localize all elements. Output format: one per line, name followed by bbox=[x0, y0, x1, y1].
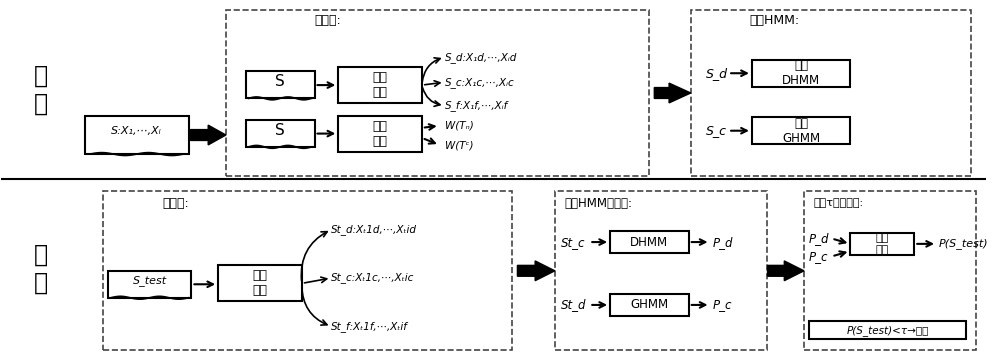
Text: 训练
GHMM: 训练 GHMM bbox=[782, 117, 820, 145]
Text: S_d: S_d bbox=[706, 67, 728, 80]
Bar bbox=[338, 115, 422, 152]
Text: S_f:X₁f,⋯,Xᵢf: S_f:X₁f,⋯,Xᵢf bbox=[445, 100, 508, 111]
Text: 数据
分类: 数据 分类 bbox=[252, 269, 267, 297]
Bar bbox=[338, 67, 422, 103]
Bar bbox=[103, 191, 512, 350]
Polygon shape bbox=[190, 125, 226, 145]
Bar bbox=[691, 10, 971, 176]
Text: W(Tₙ): W(Tₙ) bbox=[445, 121, 473, 131]
Text: S_test: S_test bbox=[133, 275, 167, 286]
Text: P_c: P_c bbox=[809, 250, 828, 263]
Text: P_c: P_c bbox=[712, 298, 732, 311]
Text: P(S_test): P(S_test) bbox=[939, 239, 989, 249]
Bar bbox=[752, 117, 850, 144]
Text: P_d: P_d bbox=[712, 236, 733, 249]
Text: S_c:X₁c,⋯,Xᵢc: S_c:X₁c,⋯,Xᵢc bbox=[445, 77, 514, 88]
Text: DHMM: DHMM bbox=[630, 236, 668, 249]
Text: 训
练: 训 练 bbox=[34, 63, 48, 115]
Bar bbox=[108, 271, 191, 298]
Bar bbox=[804, 191, 976, 350]
Bar bbox=[226, 10, 649, 176]
Text: 预处理:: 预处理: bbox=[315, 14, 341, 27]
Text: S: S bbox=[275, 123, 285, 138]
Text: S: S bbox=[275, 74, 285, 89]
Text: 结果
融合: 结果 融合 bbox=[876, 233, 889, 254]
Bar bbox=[752, 60, 850, 87]
Bar bbox=[246, 71, 315, 98]
Text: 训练HMM:: 训练HMM: bbox=[750, 14, 800, 27]
Bar bbox=[610, 294, 689, 316]
Text: 训练
DHMM: 训练 DHMM bbox=[782, 59, 820, 87]
Bar bbox=[809, 321, 966, 339]
Text: P_d: P_d bbox=[809, 232, 829, 245]
Text: W(Tᶜ): W(Tᶜ) bbox=[445, 140, 473, 150]
Text: S_d:X₁d,⋯,Xᵢd: S_d:X₁d,⋯,Xᵢd bbox=[445, 52, 517, 63]
Text: 计算HMM预测值:: 计算HMM预测值: bbox=[565, 197, 633, 210]
Text: St_f:Xₜ1f,⋯,Xₜif: St_f:Xₜ1f,⋯,Xₜif bbox=[331, 321, 408, 332]
Bar bbox=[610, 231, 689, 253]
Text: St_d: St_d bbox=[561, 298, 586, 311]
Text: St_c:Xₜ1c,⋯,Xₜic: St_c:Xₜ1c,⋯,Xₜic bbox=[331, 273, 415, 283]
Text: 权重
计算: 权重 计算 bbox=[373, 119, 388, 148]
Text: S_c: S_c bbox=[706, 124, 727, 137]
Bar bbox=[555, 191, 767, 350]
Bar bbox=[850, 233, 914, 254]
Text: St_d:Xₜ1d,⋯,Xₜid: St_d:Xₜ1d,⋯,Xₜid bbox=[331, 224, 417, 235]
Text: S:X₁,⋯,Xᵢ: S:X₁,⋯,Xᵢ bbox=[111, 126, 162, 136]
Text: 利用τ判断异常:: 利用τ判断异常: bbox=[814, 198, 864, 208]
Bar bbox=[85, 116, 189, 154]
Text: GHMM: GHMM bbox=[630, 298, 668, 311]
Text: P(S_test)<τ→异常: P(S_test)<τ→异常 bbox=[847, 325, 929, 336]
Bar bbox=[246, 120, 315, 147]
Bar bbox=[218, 265, 302, 301]
Text: 数据
分类: 数据 分类 bbox=[373, 71, 388, 99]
Text: 预处理:: 预处理: bbox=[162, 197, 189, 210]
Text: 检
测: 检 测 bbox=[34, 243, 48, 295]
Polygon shape bbox=[768, 261, 804, 281]
Text: St_c: St_c bbox=[561, 236, 585, 249]
Polygon shape bbox=[517, 261, 555, 281]
Polygon shape bbox=[654, 83, 691, 103]
